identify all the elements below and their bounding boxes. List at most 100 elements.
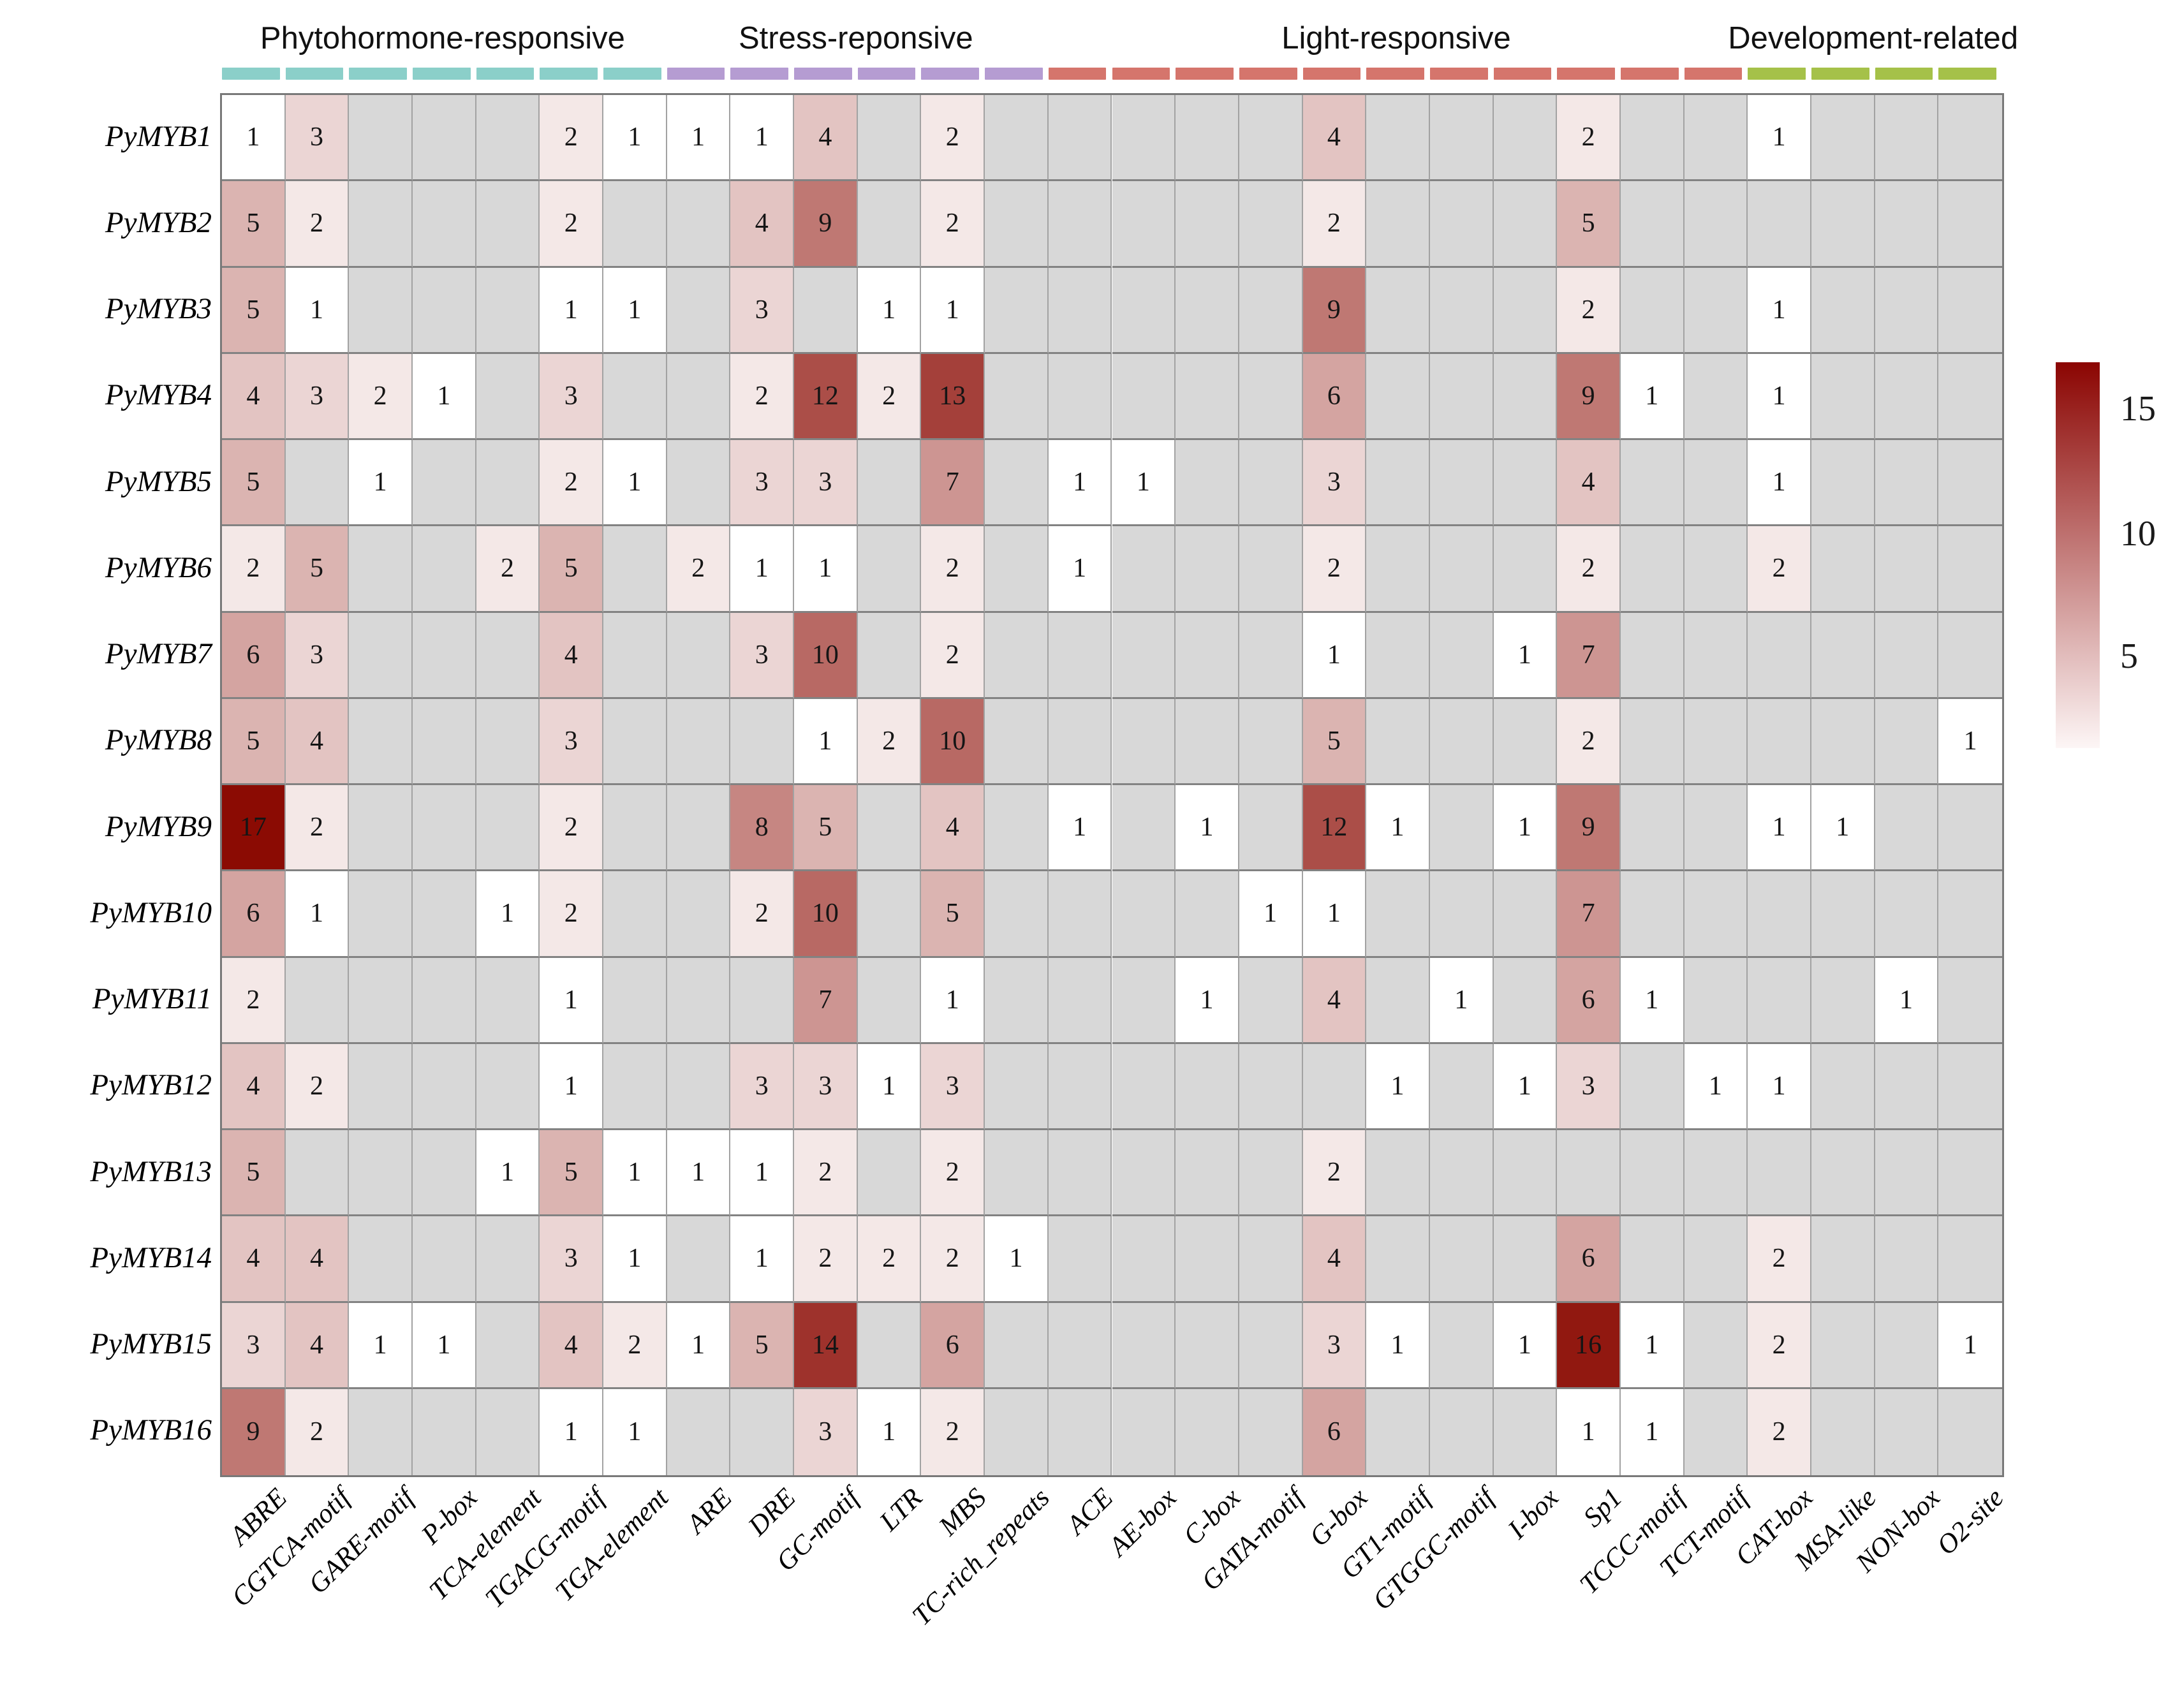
heatmap-cell [1493, 1216, 1558, 1303]
heatmap-cell: 3 [921, 1043, 985, 1130]
category-header: Light-responsive [1281, 21, 1511, 55]
heatmap-cell: 2 [921, 1216, 985, 1303]
column-label: O2-site [1931, 1482, 2010, 1561]
heatmap-cell [1302, 1043, 1367, 1130]
heatmap-cell: 4 [1302, 1216, 1367, 1303]
heatmap-cell: 14 [794, 1302, 858, 1389]
category-bar-segment [1684, 68, 1743, 80]
category-bar-segment [985, 68, 1043, 80]
heatmap-cell: 2 [921, 181, 985, 268]
heatmap-cell [1176, 181, 1239, 268]
heatmap-cell: 2 [540, 95, 604, 182]
heatmap-cell: 13 [921, 353, 985, 440]
heatmap-cell [413, 440, 476, 527]
category-bar-segment [222, 68, 280, 80]
category-header: Phytohormone-responsive [260, 21, 625, 55]
column-label: LTR [874, 1482, 929, 1537]
heatmap-cell: 6 [1302, 1388, 1367, 1475]
heatmap-cell: 2 [1748, 526, 1811, 613]
heatmap-cell: 2 [730, 871, 795, 958]
heatmap-cell [349, 785, 413, 872]
heatmap-cell [1493, 95, 1558, 182]
heatmap-cell [413, 957, 476, 1044]
heatmap-cell: 5 [540, 526, 604, 613]
heatmap-cell [1176, 698, 1239, 785]
heatmap-cell: 2 [603, 1302, 667, 1389]
category-bar-segment [1429, 68, 1488, 80]
heatmap-cell: 2 [1302, 526, 1367, 613]
heatmap-cell: 1 [1493, 1302, 1558, 1389]
heatmap-cell [1366, 1388, 1430, 1475]
heatmap-cell [1684, 1216, 1748, 1303]
category-bar-segment [285, 68, 344, 80]
heatmap-cell [349, 871, 413, 958]
heatmap-cell [1748, 181, 1811, 268]
heatmap-cell [667, 612, 731, 699]
category-bar-segment [1239, 68, 1297, 80]
heatmap-cell [1875, 1130, 1939, 1217]
heatmap-cell: 5 [222, 181, 286, 268]
heatmap-cell [667, 440, 731, 527]
category-bar-segment [476, 68, 535, 80]
heatmap-cell [1429, 181, 1494, 268]
heatmap-cell [1112, 1302, 1176, 1389]
category-bar-segment [1748, 68, 1806, 80]
heatmap-cell: 2 [794, 1216, 858, 1303]
heatmap-cell: 2 [1557, 698, 1621, 785]
heatmap-cell [413, 871, 476, 958]
heatmap-cell [1938, 871, 2002, 958]
heatmap-cell: 5 [222, 698, 286, 785]
heatmap-cell: 1 [1176, 785, 1239, 872]
heatmap-cell [1684, 526, 1748, 613]
heatmap-cell [1684, 957, 1748, 1044]
heatmap-cell [1875, 526, 1939, 613]
heatmap-cell [1620, 95, 1685, 182]
heatmap-cell: 3 [285, 353, 350, 440]
heatmap-cell [476, 1388, 540, 1475]
heatmap-cell [985, 1043, 1049, 1130]
heatmap-cell: 3 [285, 95, 350, 182]
heatmap-cell [1493, 526, 1558, 613]
heatmap-cell: 4 [1557, 440, 1621, 527]
heatmap-cell [1112, 1216, 1176, 1303]
category-bar-segment [730, 68, 789, 80]
heatmap-cell: 1 [857, 1388, 922, 1475]
heatmap-cell [1366, 957, 1430, 1044]
heatmap-cell [1366, 353, 1430, 440]
heatmap-cell [1493, 871, 1558, 958]
heatmap-cell [1429, 526, 1494, 613]
heatmap-cell: 4 [540, 1302, 604, 1389]
row-label: PyMYB10 [90, 895, 212, 929]
heatmap-cell: 2 [540, 181, 604, 268]
heatmap-cell: 2 [1557, 95, 1621, 182]
heatmap-cell [1429, 267, 1494, 354]
heatmap-cell [1048, 1130, 1112, 1217]
heatmap-cell [1811, 698, 1875, 785]
heatmap-cell: 2 [730, 353, 795, 440]
heatmap-cell [1112, 1130, 1176, 1217]
heatmap-cell [1748, 957, 1811, 1044]
heatmap-cell: 3 [794, 1043, 858, 1130]
heatmap-cell [1811, 267, 1875, 354]
heatmap-cell [1366, 698, 1430, 785]
heatmap-cell: 1 [1429, 957, 1494, 1044]
heatmap-cell: 3 [285, 612, 350, 699]
heatmap-cell [476, 440, 540, 527]
heatmap-cell: 5 [222, 1130, 286, 1217]
heatmap-cell: 7 [921, 440, 985, 527]
heatmap-cell: 5 [730, 1302, 795, 1389]
heatmap-cell: 1 [1048, 440, 1112, 527]
heatmap-cell: 1 [540, 267, 604, 354]
heatmap-cell [1112, 612, 1176, 699]
heatmap-cell [1048, 612, 1112, 699]
heatmap-cell [1811, 1130, 1875, 1217]
column-label: I-box [1501, 1482, 1565, 1545]
column-label: AE-box [1103, 1482, 1183, 1563]
heatmap-cell [1239, 698, 1303, 785]
heatmap-cell [476, 1043, 540, 1130]
heatmap-cell [603, 871, 667, 958]
heatmap-cell: 2 [222, 526, 286, 613]
heatmap-cell [1429, 785, 1494, 872]
heatmap-cell [794, 267, 858, 354]
heatmap-cell: 2 [857, 1216, 922, 1303]
